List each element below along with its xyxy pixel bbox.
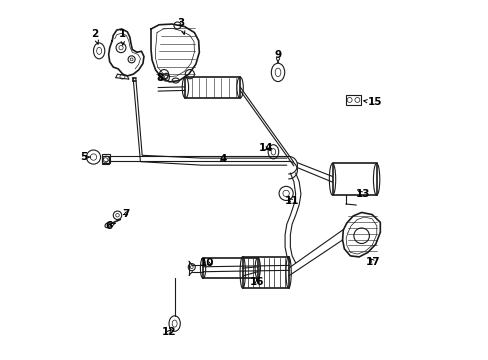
- Text: 7: 7: [122, 208, 130, 219]
- Bar: [346, 95, 360, 105]
- Text: 11: 11: [285, 196, 299, 206]
- Text: 9: 9: [274, 50, 281, 63]
- Text: 6: 6: [105, 221, 115, 231]
- Text: 1: 1: [119, 28, 126, 45]
- Text: 10: 10: [200, 258, 214, 268]
- Text: 14: 14: [258, 143, 272, 153]
- Bar: [102, 154, 110, 163]
- Text: 2: 2: [91, 28, 98, 44]
- Text: 16: 16: [249, 277, 264, 287]
- Text: 15: 15: [363, 98, 382, 107]
- Text: 5: 5: [80, 152, 90, 162]
- Bar: [185, 77, 240, 98]
- Bar: [203, 258, 257, 278]
- Text: 17: 17: [365, 257, 380, 267]
- Text: 4: 4: [219, 154, 226, 164]
- Bar: [242, 257, 288, 288]
- Text: 12: 12: [161, 327, 176, 337]
- Text: 3: 3: [177, 18, 184, 34]
- Bar: [332, 163, 376, 195]
- Bar: [102, 156, 109, 164]
- Text: 13: 13: [355, 189, 369, 199]
- Text: 8: 8: [156, 73, 163, 83]
